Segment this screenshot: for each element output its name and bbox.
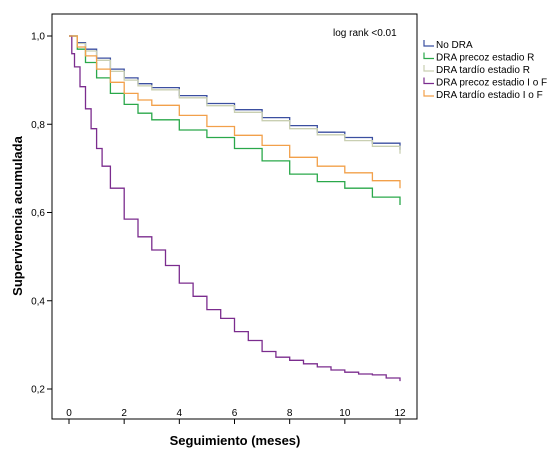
series-line-4	[69, 35, 401, 382]
legend-label: DRA precoz estadio I o F	[436, 78, 547, 89]
axes: 0 2 4 6 8 10 12 1,0 0,8 0,6 0,4 0,2	[31, 32, 406, 424]
x-tick-label: 8	[287, 408, 293, 419]
x-tick-label: 0	[66, 408, 72, 419]
series-line-3	[69, 35, 401, 154]
log-rank-annotation: log rank <0.01	[333, 28, 397, 39]
x-axis-title: Seguimiento (meses)	[170, 433, 301, 448]
legend-swatch	[423, 77, 434, 85]
legend-label: DRA tardío estadio R	[436, 65, 530, 76]
legend-swatch	[423, 65, 434, 72]
y-axis-title: Supervivencia acumulada	[10, 135, 25, 295]
x-tick-label: 10	[339, 408, 351, 419]
legend-swatch	[423, 40, 434, 47]
plot-area-frame	[51, 13, 418, 420]
legend-swatch	[423, 90, 434, 97]
x-tick-label: 12	[394, 408, 406, 419]
y-tick-label: 1,0	[31, 32, 45, 43]
x-tick-label: 4	[177, 408, 183, 419]
legend-label: No DRA	[436, 40, 473, 51]
y-tick-label: 0,6	[31, 208, 45, 219]
series-line-5	[69, 35, 401, 189]
x-tick-label: 2	[121, 408, 127, 419]
x-tick-label: 6	[232, 408, 238, 419]
legend-swatch	[423, 52, 434, 60]
legend-label: DRA tardío estadio I o F	[436, 90, 543, 101]
y-tick-label: 0,4	[31, 296, 45, 307]
y-tick-label: 0,8	[31, 120, 45, 131]
y-tick-label: 0,2	[31, 385, 45, 396]
legend-label: DRA precoz estadio R	[436, 53, 534, 64]
series-lines	[69, 35, 401, 382]
